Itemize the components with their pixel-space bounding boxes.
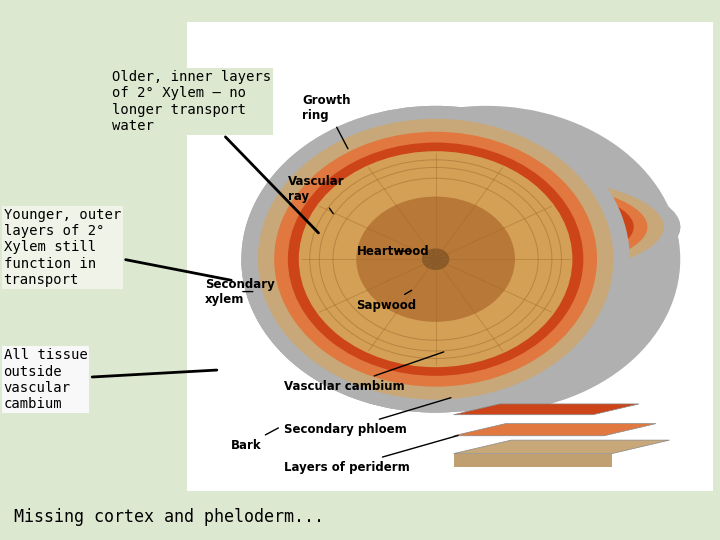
Bar [187, 22, 713, 491]
Ellipse shape [338, 183, 634, 271]
Text: Secondary
xylem: Secondary xylem [205, 278, 275, 306]
Text: Secondary phloem: Secondary phloem [284, 397, 451, 436]
Text: Vascular cambium: Vascular cambium [284, 352, 444, 393]
Polygon shape [356, 227, 565, 322]
Text: Growth
ring: Growth ring [302, 94, 351, 148]
Ellipse shape [308, 173, 664, 280]
Text: Heartwood: Heartwood [356, 245, 429, 258]
Ellipse shape [241, 106, 630, 413]
Text: Bark: Bark [230, 428, 279, 452]
Polygon shape [288, 227, 634, 376]
Polygon shape [274, 227, 647, 387]
Polygon shape [299, 227, 623, 367]
Polygon shape [258, 227, 664, 400]
Text: All tissue
outside
vascular
cambium: All tissue outside vascular cambium [4, 348, 217, 411]
Text: Younger, outer
layers of 2°
Xylem still
function in
transport: Younger, outer layers of 2° Xylem still … [4, 208, 231, 287]
Text: Layers of periderm: Layers of periderm [284, 435, 458, 474]
Ellipse shape [349, 186, 623, 268]
Ellipse shape [472, 222, 500, 231]
Ellipse shape [407, 203, 565, 251]
Ellipse shape [258, 119, 613, 400]
Polygon shape [241, 227, 680, 413]
Text: Missing cortex and pheloderm...: Missing cortex and pheloderm... [14, 509, 325, 526]
Ellipse shape [241, 106, 630, 413]
Ellipse shape [274, 132, 597, 387]
Polygon shape [454, 440, 670, 454]
Text: Vascular
ray: Vascular ray [288, 175, 345, 214]
Polygon shape [454, 423, 656, 436]
Text: Sapwood: Sapwood [356, 291, 417, 312]
Ellipse shape [325, 178, 647, 275]
Ellipse shape [288, 143, 583, 376]
Polygon shape [454, 404, 639, 415]
Text: Older, inner layers
of 2° Xylem – no
longer transport
water: Older, inner layers of 2° Xylem – no lon… [112, 70, 318, 233]
Ellipse shape [292, 168, 680, 285]
Ellipse shape [356, 197, 515, 322]
Ellipse shape [292, 106, 680, 413]
Ellipse shape [292, 168, 680, 285]
Ellipse shape [299, 151, 572, 367]
Ellipse shape [422, 248, 449, 270]
